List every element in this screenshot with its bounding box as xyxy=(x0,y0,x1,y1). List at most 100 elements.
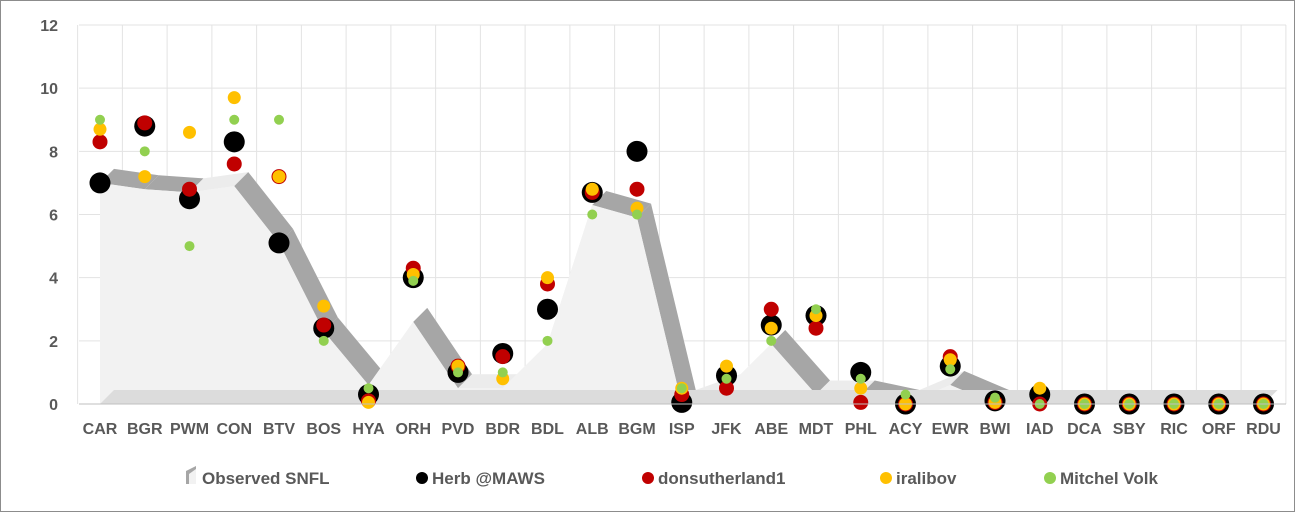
marker-mitchel-volk xyxy=(139,146,150,157)
y-tick-label: 8 xyxy=(49,144,58,161)
x-tick-label: PWM xyxy=(170,421,209,438)
x-tick-label: EWR xyxy=(932,421,970,438)
marker-donsutherland1 xyxy=(137,115,153,131)
marker-mitchel-volk xyxy=(721,373,732,384)
observed-area-ribbon xyxy=(771,329,830,395)
marker-mitchel-volk xyxy=(408,275,419,286)
x-tick-label: ORF xyxy=(1202,421,1236,438)
marker-donsutherland1 xyxy=(853,394,869,410)
marker-mitchel-volk xyxy=(855,373,866,384)
marker-mitchel-volk xyxy=(274,114,284,125)
x-tick-label: RIC xyxy=(1160,421,1188,438)
marker-mitchel-volk xyxy=(587,209,598,220)
marker-mitchel-volk xyxy=(945,364,956,375)
marker-herb-maws xyxy=(268,232,290,254)
marker-herb-maws xyxy=(626,140,648,162)
x-tick-label: HYA xyxy=(352,421,385,438)
marker-mitchel-volk xyxy=(811,304,821,315)
x-tick-label: RDU xyxy=(1246,421,1281,438)
y-tick-label: 12 xyxy=(40,18,58,35)
marker-donsutherland1 xyxy=(182,181,197,197)
legend-label: Mitchel Volk xyxy=(1060,469,1158,488)
marker-herb-maws xyxy=(223,131,245,153)
x-tick-label: BTV xyxy=(263,421,295,438)
y-tick-label: 4 xyxy=(49,271,58,288)
marker-mitchel-volk xyxy=(363,383,374,394)
marker-donsutherland1 xyxy=(808,320,824,336)
x-tick-label: ORH xyxy=(395,421,431,438)
marker-iralibov xyxy=(362,395,375,409)
x-tick-label: BGR xyxy=(127,421,163,438)
marker-mitchel-volk xyxy=(184,241,195,252)
marker-mitchel-volk xyxy=(95,114,105,125)
marker-mitchel-volk xyxy=(900,389,911,400)
legend-label: donsutherland1 xyxy=(658,469,786,488)
marker-iralibov xyxy=(764,321,778,335)
marker-mitchel-volk xyxy=(676,383,687,394)
legend-label: Herb @MAWS xyxy=(432,469,545,488)
marker-donsutherland1 xyxy=(719,380,734,396)
y-tick-label: 10 xyxy=(40,81,58,98)
x-tick-label: BDR xyxy=(485,421,520,438)
legend-label: iralibov xyxy=(896,469,957,488)
marker-herb-maws xyxy=(850,361,872,383)
x-tick-label: BGM xyxy=(618,421,655,438)
marker-mitchel-volk xyxy=(318,335,329,346)
observed-area-ribbon xyxy=(189,172,249,193)
observed-area xyxy=(100,168,1278,404)
marker-iralibov xyxy=(183,125,196,139)
y-tick-label: 0 xyxy=(49,397,58,414)
marker-mitchel-volk xyxy=(766,335,777,346)
x-tick-label: ACY xyxy=(889,421,923,438)
observed-area-front xyxy=(100,182,1264,404)
x-tick-label: MDT xyxy=(799,421,834,438)
y-tick-label: 2 xyxy=(49,334,58,351)
marker-herb-maws xyxy=(537,298,558,320)
marker-donsutherland1 xyxy=(495,349,511,365)
marker-mitchel-volk xyxy=(632,209,642,220)
marker-iralibov xyxy=(272,170,286,184)
marker-herb-maws xyxy=(89,172,111,194)
x-tick-label: IAD xyxy=(1026,421,1054,438)
x-tick-label: ABE xyxy=(754,421,788,438)
marker-iralibov xyxy=(585,182,599,196)
marker-donsutherland1 xyxy=(629,181,645,197)
x-tick-label: CON xyxy=(216,421,252,438)
marker-iralibov xyxy=(854,381,868,395)
legend-swatch-mitchel-volk xyxy=(1044,472,1056,484)
legend-swatch-iralibov xyxy=(880,472,892,484)
marker-iralibov xyxy=(93,122,107,136)
marker-donsutherland1 xyxy=(226,156,242,172)
marker-mitchel-volk xyxy=(990,392,1000,403)
marker-mitchel-volk xyxy=(497,367,508,378)
x-tick-label: SBY xyxy=(1113,421,1146,438)
x-tick-label: ISP xyxy=(669,421,695,438)
observed-area-ribbon xyxy=(637,203,696,404)
markers xyxy=(89,91,1274,415)
legend-label: Observed SNFL xyxy=(202,469,330,488)
x-tick-label: DCA xyxy=(1067,421,1102,438)
marker-iralibov xyxy=(317,299,331,313)
marker-iralibov xyxy=(138,170,152,184)
marker-iralibov xyxy=(943,353,957,367)
marker-donsutherland1 xyxy=(92,134,108,150)
legend: Observed SNFL Herb @MAWS donsutherland1 ira… xyxy=(186,466,1158,488)
marker-mitchel-volk xyxy=(453,367,463,378)
y-tick-label: 6 xyxy=(49,208,58,225)
x-tick-label: PVD xyxy=(442,421,475,438)
observed-area-ribbon xyxy=(234,172,293,243)
marker-iralibov xyxy=(720,359,733,373)
x-tick-label: PHL xyxy=(845,421,877,438)
marker-donsutherland1 xyxy=(316,317,332,333)
x-tick-label: BWI xyxy=(979,421,1010,438)
legend-swatch-herb-maws xyxy=(416,472,428,484)
legend-swatch-donsutherland1 xyxy=(642,472,654,484)
x-tick-label: BOS xyxy=(306,421,341,438)
marker-donsutherland1 xyxy=(763,301,779,317)
x-tick-label: ALB xyxy=(576,421,609,438)
observed-area-ribbon xyxy=(323,317,383,386)
axes: 0 2 4 6 8 10 12 CAR BGR PWM CON BTV BOS HYA ORH PVD BDR B… xyxy=(40,18,1286,438)
marker-mitchel-volk xyxy=(229,114,240,125)
